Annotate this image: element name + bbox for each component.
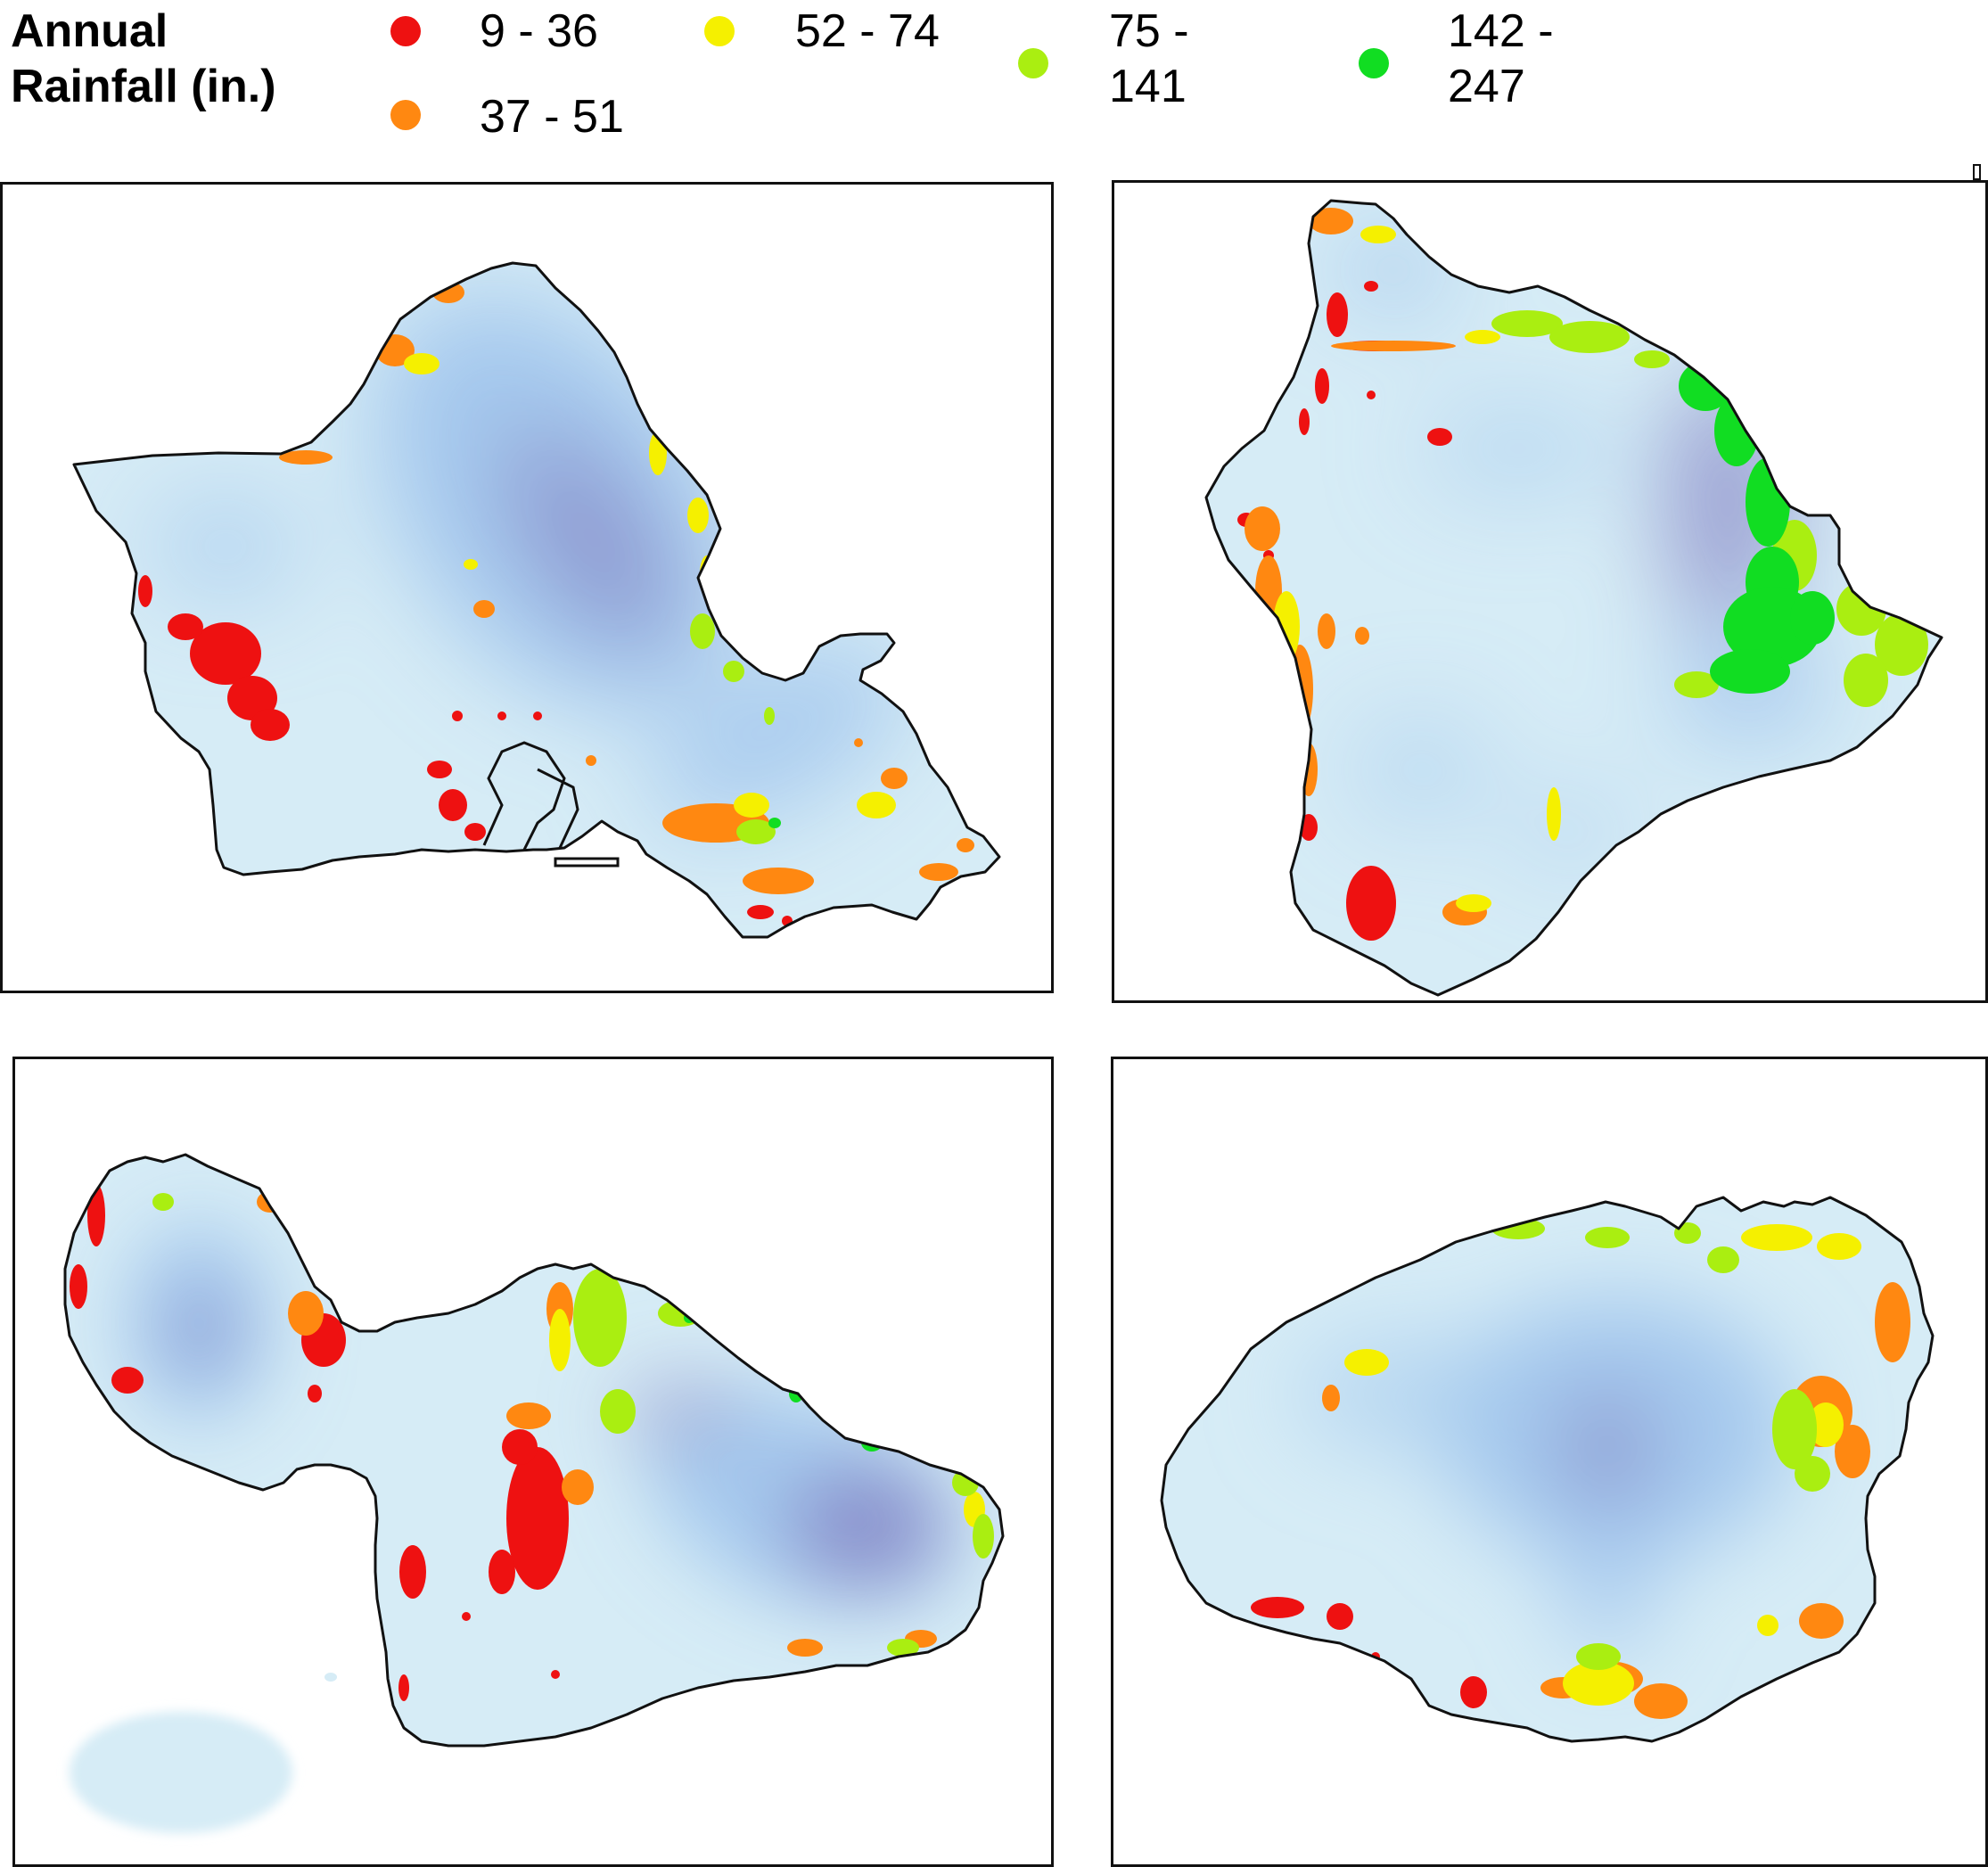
oahu-pearl-harbor <box>482 741 620 868</box>
hawaii-coastline <box>1204 199 1943 997</box>
legend-dot-142-247 <box>1359 48 1389 78</box>
map-panel-kauai <box>1111 1057 1988 1867</box>
map-panel-oahu <box>0 182 1054 993</box>
legend-label-75-141: 75 - 141 <box>1109 4 1189 114</box>
oahu-coastline <box>72 261 1001 939</box>
kauai-coastline <box>1160 1196 1935 1743</box>
legend-label-52-74: 52 - 74 <box>795 5 940 57</box>
legend-label-142-247-line1: 142 - <box>1448 5 1554 57</box>
legend-dot-75-141 <box>1018 48 1048 78</box>
oahu-dots-yellow <box>404 353 896 818</box>
legend-label-9-36: 9 - 36 <box>480 5 598 57</box>
oahu-map <box>72 261 1001 939</box>
map-panel-hawaii <box>1112 180 1988 1003</box>
oahu-dots-lightgreen <box>690 613 776 844</box>
legend-dot-9-36 <box>390 16 421 46</box>
maui-coastline <box>63 1153 1005 1748</box>
maui-dots-lightgreen <box>152 1193 994 1657</box>
map-panel-maui <box>12 1057 1054 1867</box>
legend-title-line2: Rainfall (in.) <box>11 61 276 112</box>
panel-corner-marker <box>1973 164 1981 180</box>
legend-label-37-51: 37 - 51 <box>480 91 624 143</box>
kauai-dots-yellow <box>1344 1224 1861 1706</box>
kahoolawe-island <box>70 1712 292 1833</box>
legend-dot-52-74 <box>704 16 735 46</box>
kauai-map <box>1160 1196 1935 1743</box>
hawaii-map <box>1204 199 1943 997</box>
legend-label-142-247: 142 - 247 <box>1448 4 1554 114</box>
legend-title: Annual Rainfall (in.) <box>11 4 276 114</box>
legend-label-75-141-line1: 75 - <box>1109 5 1189 57</box>
maui-dots-red <box>70 1184 569 1701</box>
oahu-dots-green <box>768 818 781 828</box>
legend-label-142-247-line2: 247 <box>1448 61 1525 112</box>
oahu-dots-red <box>138 575 793 926</box>
molokini-islet <box>324 1673 337 1682</box>
legend-dot-37-51 <box>390 100 421 130</box>
maui-map <box>63 1153 1005 1833</box>
legend-label-75-141-line2: 141 <box>1109 61 1187 112</box>
legend-title-line1: Annual <box>11 5 168 57</box>
